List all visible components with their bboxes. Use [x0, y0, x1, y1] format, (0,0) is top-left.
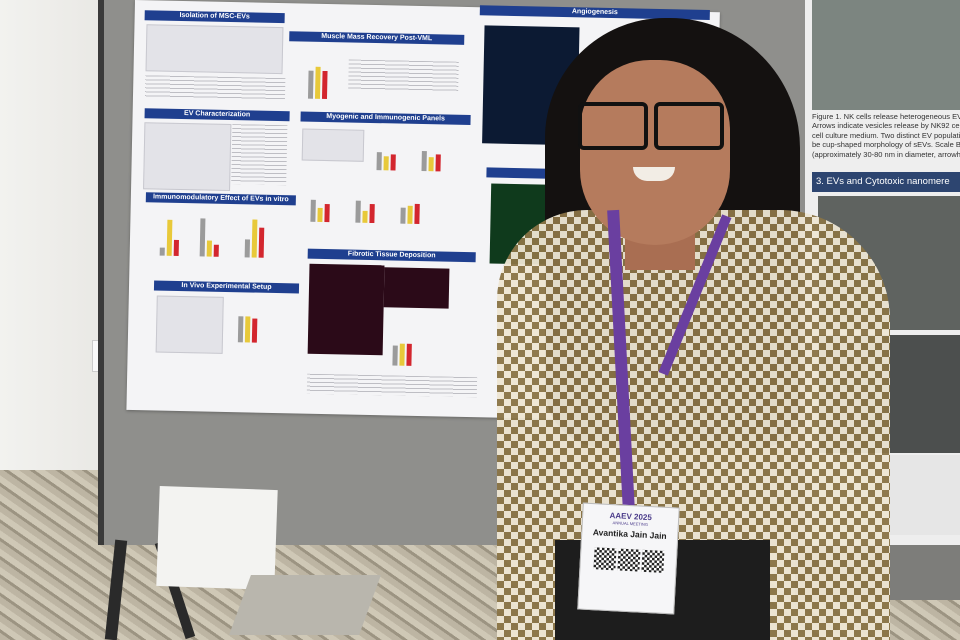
- smile: [633, 167, 675, 181]
- bar-chart: [237, 302, 258, 343]
- caption: [231, 124, 288, 186]
- microscopy-fibrotic: [383, 267, 450, 309]
- caption: [348, 59, 459, 92]
- section-header: Muscle Mass Recovery Post-VML: [289, 31, 465, 45]
- caption-line: cell culture medium. Two distinct EV pop…: [812, 130, 960, 140]
- glasses-icon: [578, 102, 724, 150]
- bar-chart: [307, 54, 328, 100]
- em-image: [812, 0, 960, 110]
- qr-code-icon: [592, 547, 617, 571]
- bar-chart: [159, 206, 180, 256]
- section-header: 3. EVs and Cytotoxic nanomere: [812, 172, 960, 192]
- section-header: Isolation of MSC-EVs: [144, 10, 285, 24]
- bar-chart: [310, 182, 330, 223]
- caption-line: Arrows indicate vesicles release by NK92…: [812, 121, 960, 131]
- bar-chart: [421, 131, 441, 172]
- figure-isolation: [145, 24, 284, 75]
- qr-code-icon: [616, 548, 640, 572]
- bar-chart: [199, 206, 220, 257]
- name-badge: AAEV 2025 ANNUAL MEETING Avantika Jain J…: [577, 502, 680, 615]
- caption: [144, 75, 286, 101]
- figure-in-vivo: [155, 295, 224, 354]
- qr-codes: [580, 537, 677, 579]
- microscopy-fibrotic: [307, 263, 385, 356]
- qr-code-icon: [640, 549, 664, 573]
- western-blot: [301, 128, 365, 162]
- poster-text-block: [888, 455, 960, 535]
- caption-line: (approximately 30-80 nm in diameter, arr…: [812, 149, 960, 159]
- bar-chart: [244, 207, 265, 258]
- bar-chart: [392, 330, 412, 366]
- caption: [306, 373, 478, 398]
- figure-ev: [143, 122, 232, 192]
- bar-chart: [376, 130, 396, 171]
- caption-line: Figure 1. NK cells release heterogeneous…: [812, 112, 960, 121]
- figure-caption: Figure 1. NK cells release heterogeneous…: [812, 112, 960, 170]
- section-header: EV Characterization: [144, 108, 290, 122]
- person-face: [580, 60, 730, 245]
- section-header: Immunomodulatory Effect of EVs in vitro: [145, 192, 296, 206]
- section-header: Myogenic and Immunogenic Panels: [300, 111, 471, 126]
- bar-chart: [400, 184, 420, 225]
- floor-box: [229, 575, 381, 635]
- bar-chart: [355, 183, 375, 224]
- caption-line: be cup-shaped morphology of sEVs. Scale …: [812, 140, 960, 150]
- section-header: Fibrotic Tissue Deposition: [307, 248, 476, 263]
- section-header: In Vivo Experimental Setup: [153, 280, 300, 294]
